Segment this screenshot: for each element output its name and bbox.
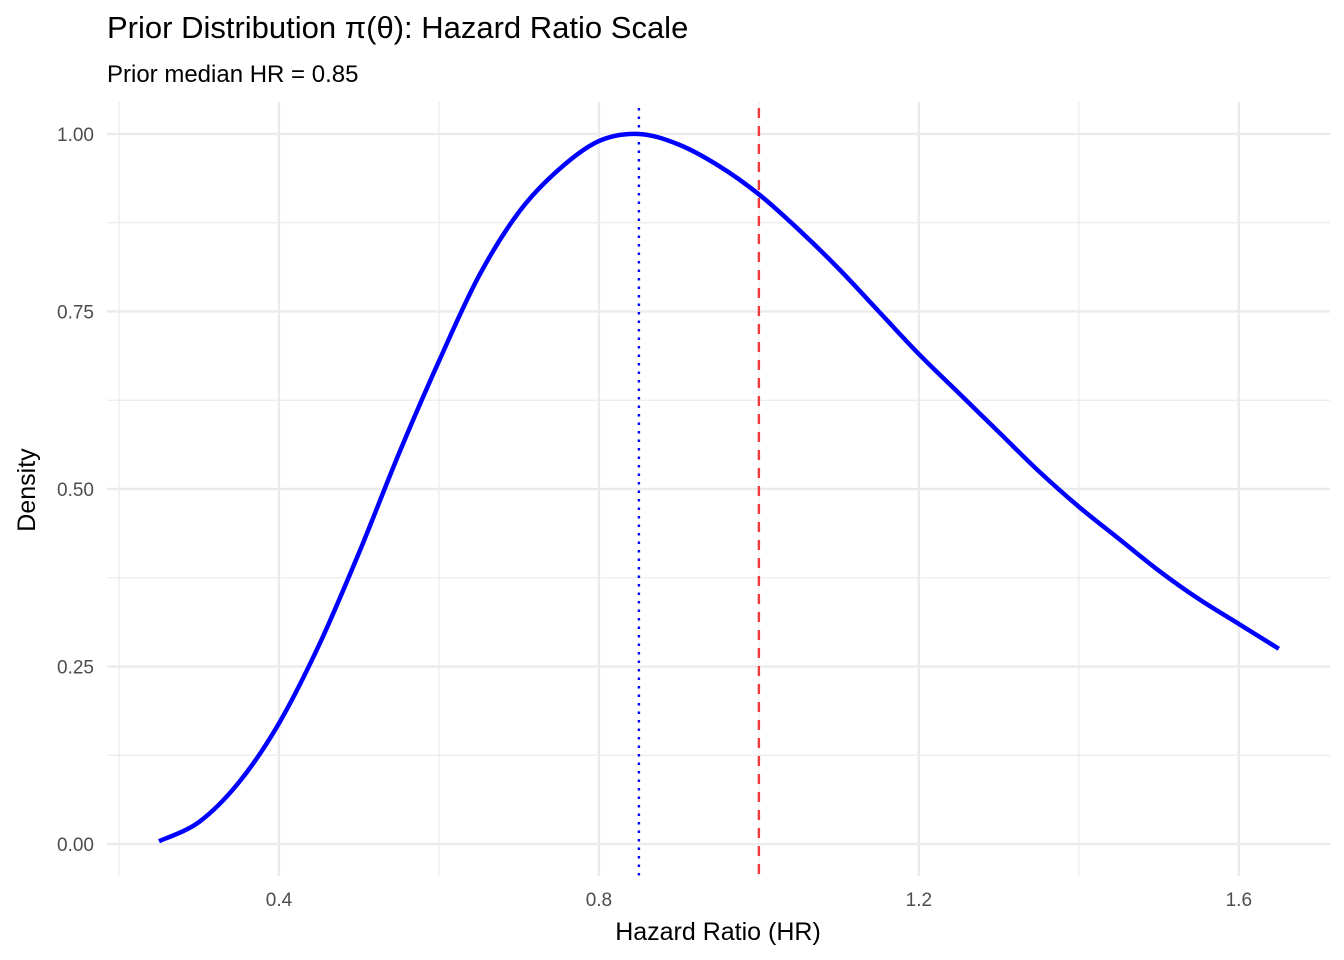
x-tick-label: 0.8 — [586, 890, 612, 911]
y-tick-label: 0.00 — [57, 835, 94, 856]
x-tick-label: 1.6 — [1226, 890, 1252, 911]
y-tick-label: 0.75 — [57, 302, 94, 323]
y-tick-label: 1.00 — [57, 125, 94, 146]
x-axis-tick-labels: 0.4 0.8 1.2 1.6 — [266, 890, 1252, 911]
chart-subtitle: Prior median HR = 0.85 — [107, 61, 358, 88]
y-axis-title: Density — [13, 448, 41, 532]
major-horizontal-gridlines — [107, 132, 1330, 846]
x-tick-label: 0.4 — [266, 890, 293, 911]
y-tick-label: 0.50 — [57, 480, 94, 501]
y-axis-tick-labels: 0.00 0.25 0.50 0.75 1.00 — [57, 125, 94, 856]
reference-lines — [637, 108, 761, 876]
density-curve — [158, 131, 1280, 844]
x-axis-title: Hazard Ratio (HR) — [615, 918, 821, 946]
minor-horizontal-gridlines — [107, 222, 1330, 756]
y-tick-label: 0.25 — [57, 658, 94, 679]
x-tick-label: 1.2 — [906, 890, 932, 911]
chart-title: Prior Distribution π(θ): Hazard Ratio Sc… — [107, 10, 688, 45]
plot-panel — [107, 102, 1330, 876]
